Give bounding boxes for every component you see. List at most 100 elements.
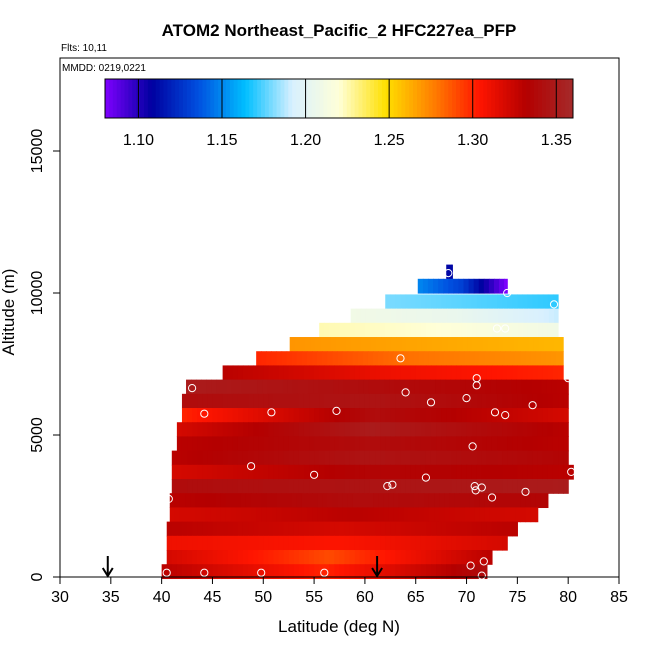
heatmap-cell (309, 365, 315, 381)
colorbar-segment (280, 79, 285, 118)
heatmap-cell (516, 379, 523, 395)
heatmap-cell (400, 521, 407, 537)
heatmap-cell (273, 393, 280, 409)
heatmap-cell (505, 351, 511, 367)
heatmap-cell (417, 278, 424, 294)
heatmap-cell (552, 422, 559, 438)
heatmap-cell (441, 535, 447, 551)
heatmap-cell (497, 535, 503, 551)
heatmap-cell (449, 507, 455, 523)
heatmap-cell (227, 464, 234, 480)
heatmap-cell (369, 408, 376, 423)
heatmap-cell (283, 550, 290, 565)
heatmap-cell (502, 464, 508, 480)
heatmap-cell (429, 379, 436, 395)
heatmap-cell (542, 436, 549, 452)
colorbar-segment (409, 79, 414, 118)
sample-point (444, 269, 453, 278)
heatmap-cell (347, 493, 354, 509)
heatmap-cell (400, 365, 407, 381)
heatmap-cell (401, 308, 408, 324)
heatmap-cell (418, 351, 425, 367)
heatmap-cell (245, 507, 252, 523)
heatmap-cell (296, 507, 303, 523)
heatmap-cell (261, 351, 267, 367)
sample-point (267, 408, 276, 417)
colorbar-segment (167, 79, 172, 118)
heatmap-cell (369, 535, 376, 551)
heatmap-cell (537, 450, 544, 466)
heatmap-cell (527, 422, 534, 438)
heatmap-cell (291, 507, 298, 523)
heatmap-cell (471, 436, 478, 452)
heatmap-cell (522, 422, 529, 438)
colorbar-segment (300, 79, 305, 118)
sample-point (521, 487, 530, 496)
heatmap-cell (430, 393, 437, 409)
colorbar-segment (303, 79, 309, 118)
heatmap-cell (547, 479, 554, 494)
colorbar-segment (105, 79, 110, 118)
heatmap-cell (253, 550, 259, 565)
heatmap-cell (491, 535, 498, 551)
sample-point (528, 401, 537, 410)
heatmap-cell (355, 337, 362, 352)
heatmap-cell (410, 464, 417, 480)
heatmap-cell (322, 507, 328, 523)
heatmap-cell (339, 322, 346, 338)
heatmap-cell (471, 450, 478, 466)
heatmap-cell (540, 351, 547, 367)
heatmap-cell (422, 278, 429, 294)
heatmap-cell (563, 436, 569, 452)
heatmap-cell (542, 322, 549, 338)
heatmap-cell (258, 422, 264, 438)
heatmap-cell (371, 337, 377, 352)
heatmap-cell (176, 450, 183, 466)
colorbar-segment (171, 79, 176, 118)
heatmap-cell (232, 479, 239, 494)
heatmap-cell (497, 408, 503, 423)
heatmap-cell (461, 521, 468, 537)
heatmap-cell (319, 365, 325, 381)
heatmap-cell (456, 535, 463, 551)
heatmap-cell (430, 294, 437, 310)
heatmap-cell (256, 493, 262, 509)
colorbar-segment (366, 79, 371, 118)
heatmap-cell (289, 337, 296, 352)
sample-point (421, 473, 430, 482)
heatmap-cell (383, 507, 389, 523)
heatmap-cell (207, 464, 214, 480)
heatmap-cell (383, 493, 389, 509)
heatmap-cell (487, 308, 494, 324)
heatmap-cell (385, 408, 391, 423)
heatmap-cell (495, 507, 501, 523)
heatmap-cell (166, 521, 173, 537)
heatmap-cell (369, 564, 376, 580)
colorbar-segment (335, 79, 340, 118)
colorbar-segment (561, 79, 566, 118)
heatmap-cell (207, 450, 214, 466)
heatmap-cell (501, 379, 507, 395)
heatmap-cell (476, 393, 483, 409)
heatmap-cell (436, 550, 442, 565)
heatmap-cell (547, 408, 554, 423)
heatmap-cell (263, 535, 269, 551)
heatmap-cell (293, 365, 300, 381)
heatmap-cell (552, 365, 559, 381)
heatmap-cell (349, 422, 356, 438)
heatmap-cell (286, 351, 293, 367)
heatmap-cell (405, 294, 412, 310)
heatmap-cell (303, 408, 310, 423)
heatmap-cell (207, 521, 214, 537)
heatmap-cell (212, 521, 219, 537)
heatmap-cell (359, 521, 366, 537)
heatmap-cell (442, 337, 448, 352)
heatmap-cell (512, 322, 518, 338)
heatmap-cell (535, 493, 542, 509)
heatmap-cell (227, 564, 234, 580)
heatmap-cell (313, 379, 319, 395)
heatmap-cell (262, 379, 268, 395)
heatmap-cell (466, 322, 473, 338)
colorbar-segment (179, 79, 184, 118)
heatmap-cell (523, 308, 530, 324)
